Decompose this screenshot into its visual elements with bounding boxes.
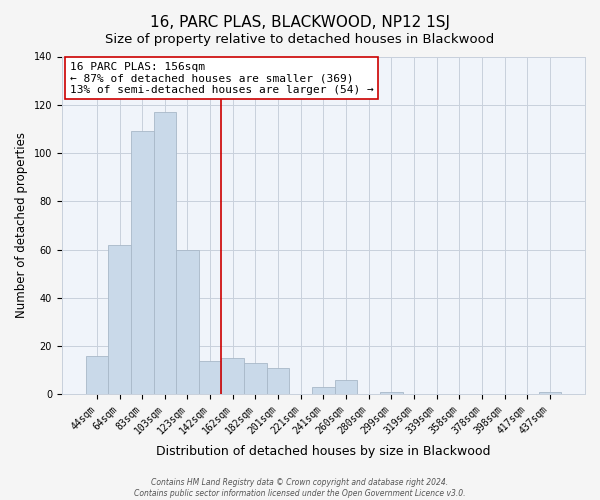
X-axis label: Distribution of detached houses by size in Blackwood: Distribution of detached houses by size … [156, 444, 491, 458]
Text: 16 PARC PLAS: 156sqm
← 87% of detached houses are smaller (369)
13% of semi-deta: 16 PARC PLAS: 156sqm ← 87% of detached h… [70, 62, 373, 95]
Bar [380, 392, 403, 394]
Bar [131, 132, 154, 394]
Bar [244, 363, 267, 394]
Bar [221, 358, 244, 395]
Bar [199, 360, 221, 394]
Bar [86, 356, 108, 395]
Bar [267, 368, 289, 394]
Text: Contains HM Land Registry data © Crown copyright and database right 2024.
Contai: Contains HM Land Registry data © Crown c… [134, 478, 466, 498]
Text: Size of property relative to detached houses in Blackwood: Size of property relative to detached ho… [106, 32, 494, 46]
Bar [108, 245, 131, 394]
Y-axis label: Number of detached properties: Number of detached properties [15, 132, 28, 318]
Bar [539, 392, 561, 394]
Bar [154, 112, 176, 395]
Text: 16, PARC PLAS, BLACKWOOD, NP12 1SJ: 16, PARC PLAS, BLACKWOOD, NP12 1SJ [150, 15, 450, 30]
Bar [335, 380, 358, 394]
Bar [312, 387, 335, 394]
Bar [176, 250, 199, 394]
